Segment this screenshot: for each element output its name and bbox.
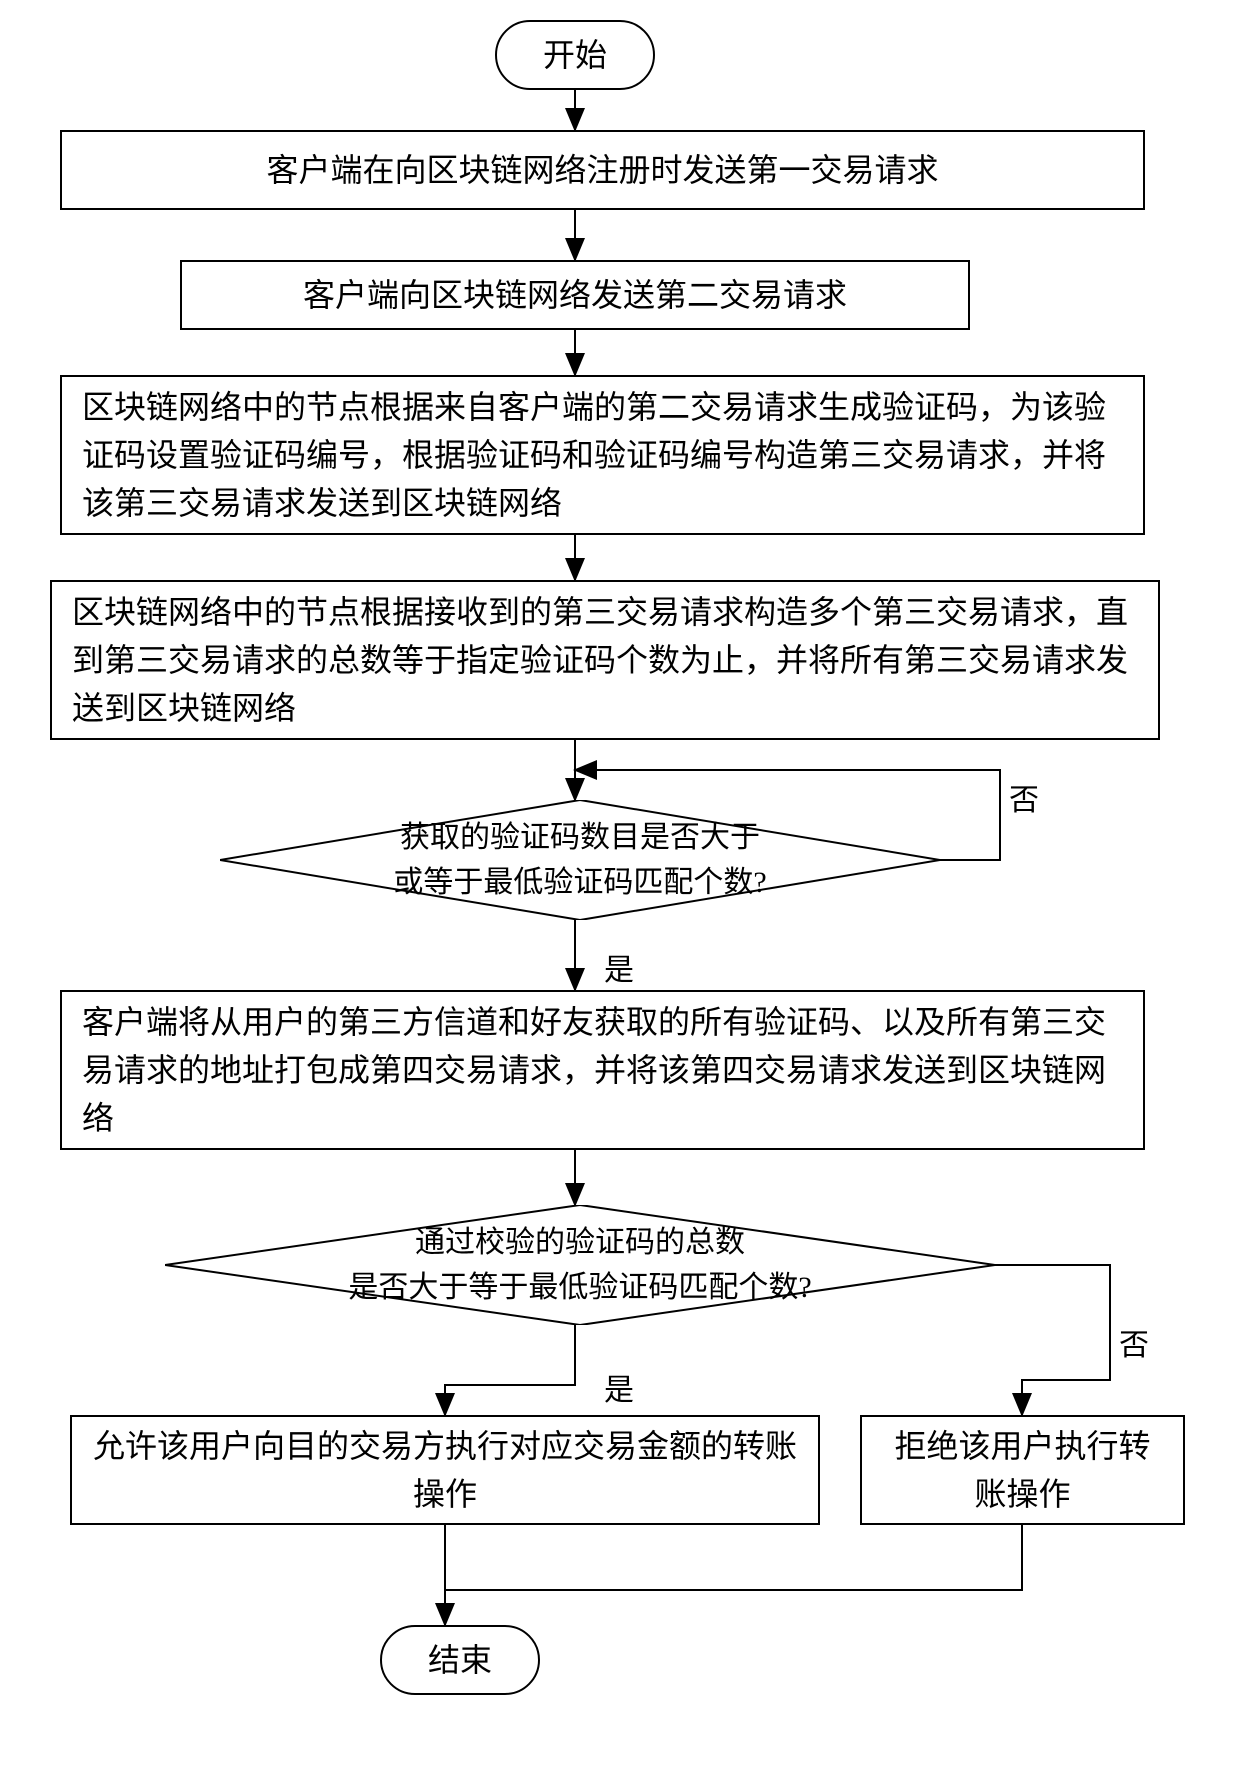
step1-box: 客户端在向区块链网络注册时发送第一交易请求	[60, 130, 1145, 210]
start-terminal: 开始	[495, 20, 655, 90]
decision1: 获取的验证码数目是否大于 或等于最低验证码匹配个数?	[220, 800, 940, 920]
step1-label: 客户端在向区块链网络注册时发送第一交易请求	[266, 146, 938, 194]
decision2-label: 通过校验的验证码的总数 是否大于等于最低验证码匹配个数?	[348, 1226, 811, 1304]
reject-label: 拒绝该用户执行转账操作	[882, 1422, 1163, 1518]
decision2: 通过校验的验证码的总数 是否大于等于最低验证码匹配个数?	[165, 1205, 995, 1325]
step3-label: 区块链网络中的节点根据来自客户端的第二交易请求生成验证码，为该验证码设置验证码编…	[82, 383, 1123, 527]
dec1-yes-label: 是	[600, 945, 638, 989]
step5-label: 客户端将从用户的第三方信道和好友获取的所有验证码、以及所有第三交易请求的地址打包…	[82, 998, 1123, 1142]
step5-box: 客户端将从用户的第三方信道和好友获取的所有验证码、以及所有第三交易请求的地址打包…	[60, 990, 1145, 1150]
end-label: 结束	[428, 1636, 492, 1684]
start-label: 开始	[543, 31, 607, 79]
decision1-label: 获取的验证码数目是否大于 或等于最低验证码匹配个数?	[393, 821, 766, 899]
dec2-yes-label: 是	[600, 1365, 638, 1409]
allow-box: 允许该用户向目的交易方执行对应交易金额的转账操作	[70, 1415, 820, 1525]
step4-box: 区块链网络中的节点根据接收到的第三交易请求构造多个第三交易请求，直到第三交易请求…	[50, 580, 1160, 740]
dec2-no-label: 否	[1115, 1320, 1153, 1364]
step4-label: 区块链网络中的节点根据接收到的第三交易请求构造多个第三交易请求，直到第三交易请求…	[72, 588, 1138, 732]
step2-box: 客户端向区块链网络发送第二交易请求	[180, 260, 970, 330]
step2-label: 客户端向区块链网络发送第二交易请求	[303, 271, 847, 319]
reject-box: 拒绝该用户执行转账操作	[860, 1415, 1185, 1525]
allow-label: 允许该用户向目的交易方执行对应交易金额的转账操作	[92, 1422, 798, 1518]
end-terminal: 结束	[380, 1625, 540, 1695]
step3-box: 区块链网络中的节点根据来自客户端的第二交易请求生成验证码，为该验证码设置验证码编…	[60, 375, 1145, 535]
dec1-no-label: 否	[1005, 775, 1043, 819]
